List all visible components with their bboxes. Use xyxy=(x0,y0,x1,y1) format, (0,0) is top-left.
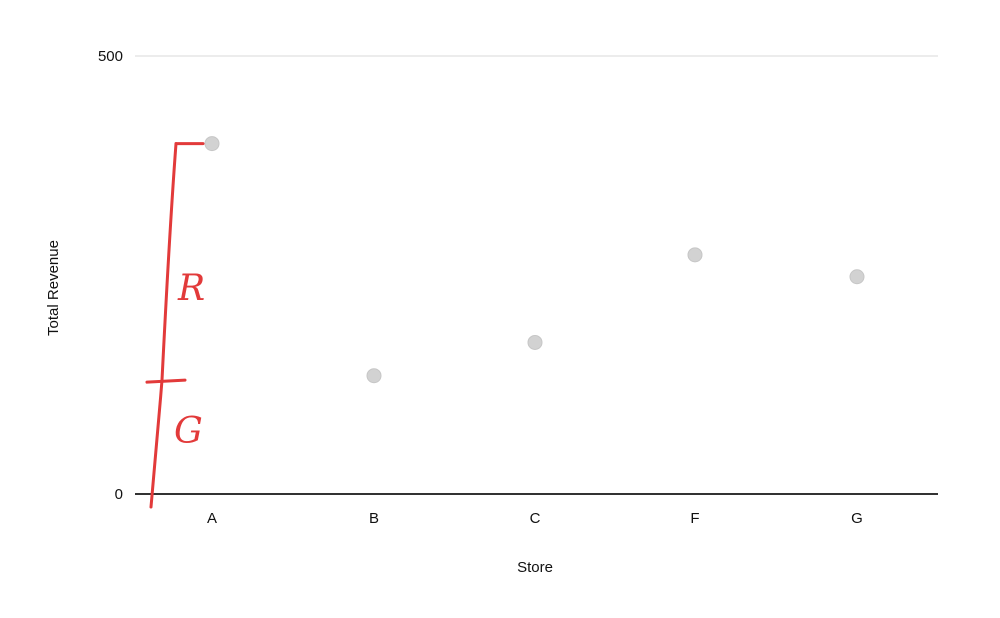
annotation-bracket xyxy=(149,142,178,509)
x-tick-label: A xyxy=(207,510,217,527)
annotation-split-tick xyxy=(145,378,187,384)
data-point xyxy=(204,136,220,152)
x-tick-label: B xyxy=(369,510,379,527)
y-tick-label: 0 xyxy=(115,486,123,503)
annotation-label-lower: G xyxy=(174,411,203,452)
x-tick-label: G xyxy=(851,510,863,527)
x-tick-label: C xyxy=(530,510,541,527)
y-axis-ticks: 0 500 xyxy=(98,48,123,503)
data-point xyxy=(527,334,543,350)
y-tick-label: 500 xyxy=(98,48,123,65)
data-point xyxy=(366,368,382,384)
y-axis-title: Total Revenue xyxy=(45,240,62,336)
data-point xyxy=(849,269,865,285)
data-points xyxy=(204,136,865,384)
x-tick-label: F xyxy=(690,510,699,527)
handwritten-annotation: RG xyxy=(145,142,205,509)
x-axis-title: Store xyxy=(517,559,553,576)
annotation-label-upper: R xyxy=(177,268,205,309)
data-point xyxy=(687,247,703,263)
